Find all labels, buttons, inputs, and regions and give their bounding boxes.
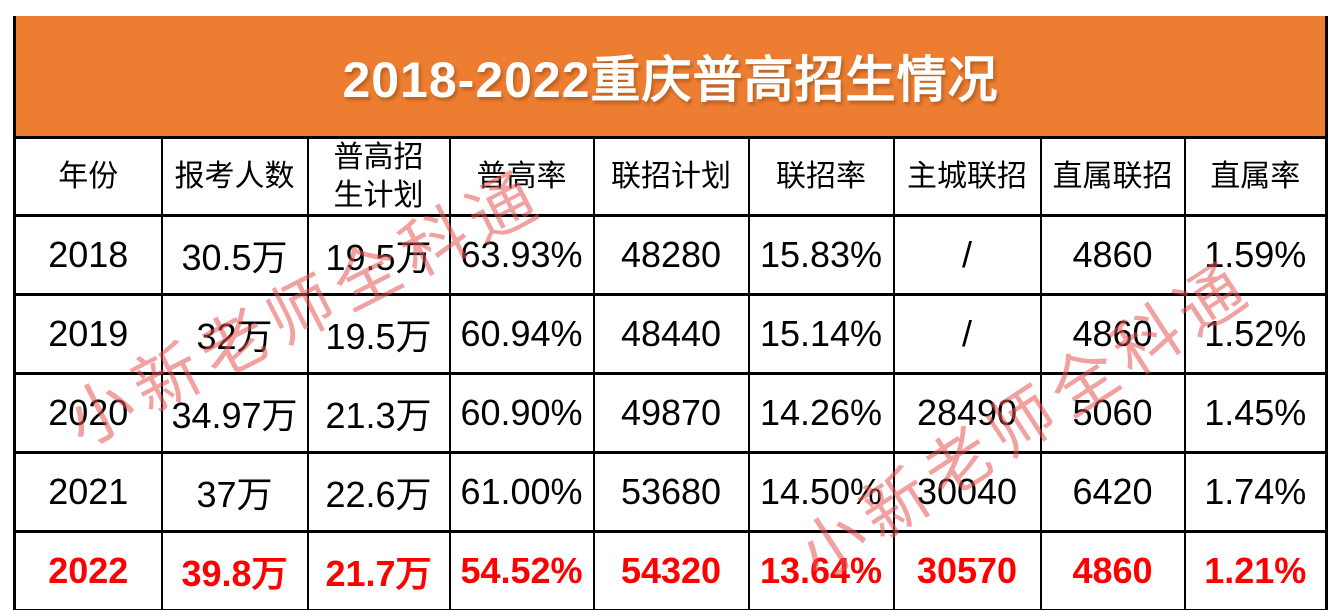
- table-cell: 15.83%: [747, 214, 895, 296]
- table-cell: 54.52%: [448, 530, 595, 610]
- table-body: 2018 30.5万 19.5万 63.93% 48280 15.83%/4860 1.59…: [13, 214, 1329, 610]
- column-header: 报考人数: [160, 136, 309, 217]
- table-cell: 14.50%: [747, 451, 895, 533]
- table-cell: 53680: [592, 451, 750, 533]
- table-cell: 2018: [13, 214, 163, 296]
- table-cell: 54320: [592, 530, 750, 610]
- enrollment-table: 2018-2022重庆普高招生情况 年份 报考人数 普高招生计划 普高率 联招计划 联招率…: [12, 16, 1329, 610]
- table-cell: 60.94%: [448, 293, 595, 375]
- table-cell: 48440: [592, 293, 750, 375]
- table-cell: 1.59%: [1183, 214, 1329, 296]
- table-cell: 14.26%: [747, 372, 895, 454]
- table-row: 2021 37万 22.6万 61.00% 53680 14.50% 30040 6420 1.…: [13, 451, 1329, 533]
- table-row: 2018 30.5万 19.5万 63.93% 48280 15.83%/4860 1.59…: [13, 214, 1329, 296]
- table-cell: 6420: [1039, 451, 1186, 533]
- table-cell: 30040: [892, 451, 1042, 533]
- table-cell: 28490: [892, 372, 1042, 454]
- title-row: 2018-2022重庆普高招生情况: [12, 16, 1329, 139]
- table-cell: 1.45%: [1183, 372, 1329, 454]
- table-cell: 48280: [592, 214, 750, 296]
- table-cell: 49870: [592, 372, 750, 454]
- table-cell: 15.14%: [747, 293, 895, 375]
- table-cell: 2022: [13, 530, 163, 610]
- column-header: 主城联招: [892, 136, 1042, 217]
- table-cell: 2021: [13, 451, 163, 533]
- table-cell: 2020: [13, 372, 163, 454]
- table-cell: 30.5万: [160, 214, 309, 296]
- table-cell: 1.21%: [1183, 530, 1329, 610]
- column-header: 联招率: [747, 136, 895, 217]
- table-cell: 21.3万: [306, 372, 451, 454]
- table-row: 2020 34.97万 21.3万 60.90% 49870 14.26% 28490 506…: [13, 372, 1329, 454]
- table-cell: 13.64%: [747, 530, 895, 610]
- table-cell: 19.5万: [306, 214, 451, 296]
- table-cell: 37万: [160, 451, 309, 533]
- table-cell: 32万: [160, 293, 309, 375]
- table-cell: /: [892, 293, 1042, 375]
- table-cell: 19.5万: [306, 293, 451, 375]
- table-cell: 22.6万: [306, 451, 451, 533]
- table-title: 2018-2022重庆普高招生情况: [12, 16, 1329, 139]
- column-header: 普高招生计划: [306, 136, 451, 217]
- table-cell: 4860: [1039, 530, 1186, 610]
- table-cell: 2019: [13, 293, 163, 375]
- column-header: 联招计划: [592, 136, 750, 217]
- table-cell: 63.93%: [448, 214, 595, 296]
- table-cell: 39.8万: [160, 530, 309, 610]
- column-header: 直属率: [1183, 136, 1329, 217]
- table-cell: 1.52%: [1183, 293, 1329, 375]
- column-header: 直属联招: [1039, 136, 1186, 217]
- table-cell: 61.00%: [448, 451, 595, 533]
- table-cell: 60.90%: [448, 372, 595, 454]
- table-cell: 21.7万: [306, 530, 451, 610]
- table-row: 2019 32万 19.5万 60.94% 48440 15.14%/4860 1.52%: [13, 293, 1329, 375]
- table-cell: 30570: [892, 530, 1042, 610]
- table-cell: 1.74%: [1183, 451, 1329, 533]
- table-cell: 4860: [1039, 293, 1186, 375]
- table-cell: 5060: [1039, 372, 1186, 454]
- table-cell: 4860: [1039, 214, 1186, 296]
- table-row: 2022 39.8万 21.7万 54.52% 54320 13.64% 30570 4860…: [13, 530, 1329, 610]
- table-cell: 34.97万: [160, 372, 309, 454]
- header-row: 年份 报考人数 普高招生计划 普高率 联招计划 联招率 主城联招 直属联招 直属率: [13, 136, 1329, 217]
- column-header: 普高率: [448, 136, 595, 217]
- column-header: 年份: [13, 136, 163, 217]
- table-cell: /: [892, 214, 1042, 296]
